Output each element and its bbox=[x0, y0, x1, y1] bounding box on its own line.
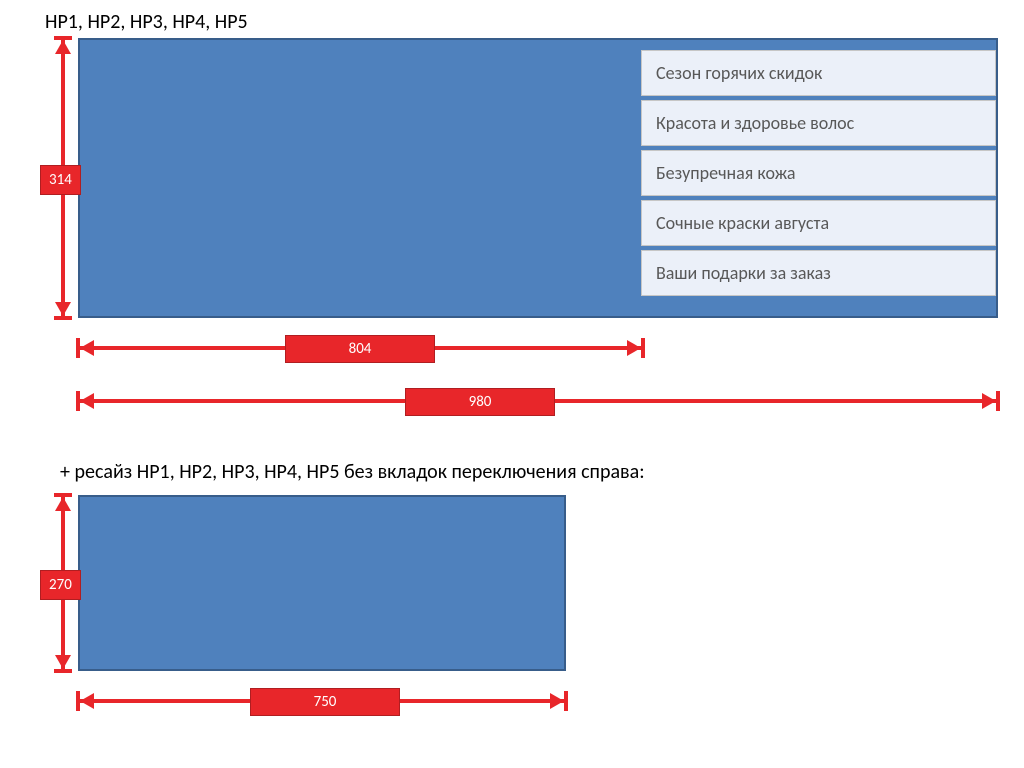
tab-item[interactable]: Сезон горячих скидок bbox=[641, 50, 996, 96]
dim-label: 314 bbox=[40, 165, 81, 195]
section2-box bbox=[78, 495, 566, 671]
section1-box: Сезон горячих скидок Красота и здоровье … bbox=[78, 38, 998, 318]
dim-label: 980 bbox=[405, 388, 555, 416]
tab-item[interactable]: Красота и здоровье волос bbox=[641, 100, 996, 146]
tab-item[interactable]: Сочные краски августа bbox=[641, 200, 996, 246]
dim-label: 804 bbox=[285, 335, 435, 363]
tab-item[interactable]: Безупречная кожа bbox=[641, 150, 996, 196]
section1-title: HP1, HP2, HP3, HP4, HP5 bbox=[45, 10, 248, 34]
tab-panel: Сезон горячих скидок Красота и здоровье … bbox=[641, 50, 996, 300]
dim-label: 750 bbox=[250, 688, 400, 716]
tab-item[interactable]: Ваши подарки за заказ bbox=[641, 250, 996, 296]
section2-title: + ресайз HP1, HP2, HP3, HP4, HP5 без вкл… bbox=[60, 460, 645, 484]
dim-label: 270 bbox=[40, 570, 81, 600]
